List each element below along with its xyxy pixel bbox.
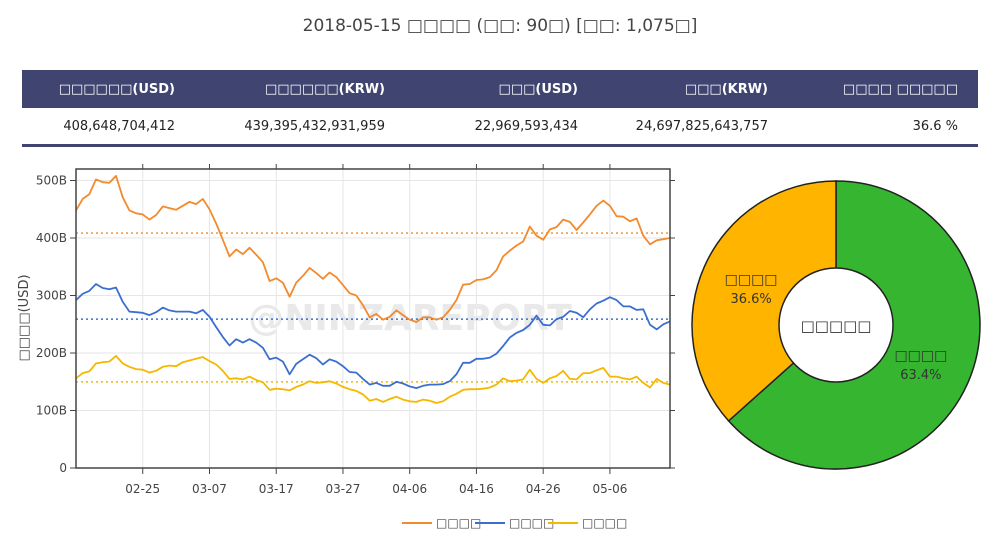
series-line <box>75 283 671 390</box>
summary-table: □□□□□□(USD) □□□□□□(KRW) □□□(USD) □□□(KRW… <box>22 70 978 147</box>
y-axis-title: □□□□(USD) <box>17 274 32 361</box>
y-tick-label: 500B <box>36 174 67 188</box>
x-tick-label: 05-06 <box>592 482 627 496</box>
summary-header-cell: □□□(USD) <box>405 70 598 108</box>
mean-lines <box>76 232 670 383</box>
donut-hole <box>778 267 894 383</box>
x-tick-label: 03-27 <box>326 482 361 496</box>
slice-percent: 36.6% <box>730 292 771 307</box>
slice-label: □□□□ <box>725 272 778 288</box>
summary-value-cell: 408,648,704,412 <box>22 108 195 147</box>
x-tick-label: 04-06 <box>392 482 427 496</box>
summary-value-cell: 36.6 % <box>788 108 978 147</box>
legend-label: □□□□ <box>436 516 481 530</box>
donut-labels: □□□□ 63.4% □□□□ 36.6% <box>725 272 948 383</box>
x-axis: 02-25 03-07 03-17 03-27 04-06 04-16 04-26 05-06 <box>125 164 627 496</box>
x-tick-label: 02-25 <box>125 482 160 496</box>
series-line <box>75 174 671 323</box>
plot-frame <box>75 168 671 469</box>
x-tick-label: 03-17 <box>259 482 294 496</box>
x-tick-label: 04-26 <box>526 482 561 496</box>
y-axis: 0 100B 200B 300B 400B 500B <box>36 174 675 475</box>
donut-slice <box>691 180 837 422</box>
y-tick-label: 400B <box>36 231 67 245</box>
y-tick-label: 0 <box>59 461 67 475</box>
summary-header-cell: □□□(KRW) <box>598 70 788 108</box>
summary-value-cell: 22,969,593,434 <box>405 108 598 147</box>
donut-chart: □□□□□ □□□□ 63.4% □□□□ 36.6% <box>691 180 981 470</box>
legend-label: □□□□ <box>509 516 554 530</box>
legend-label: □□□□ <box>582 516 627 530</box>
summary-header-cell: □□□□ □□□□□ <box>788 70 978 108</box>
series-lines <box>75 174 671 404</box>
x-tick-label: 03-07 <box>192 482 227 496</box>
slice-label: □□□□ <box>894 348 947 364</box>
summary-header-row: □□□□□□(USD) □□□□□□(KRW) □□□(USD) □□□(KRW… <box>22 70 978 108</box>
x-tick-label: 04-16 <box>459 482 494 496</box>
series-line <box>75 354 671 404</box>
y-tick-label: 100B <box>36 404 67 418</box>
summary-value-cell: 439,395,432,931,959 <box>195 108 405 147</box>
donut-center-label: □□□□□ <box>801 317 872 335</box>
summary-header-cell: □□□□□□(KRW) <box>195 70 405 108</box>
y-tick-label: 200B <box>36 346 67 360</box>
y-tick-label: 300B <box>36 289 67 303</box>
chart-title: 2018-05-15 □□□□ (□□: 90□) [□□: 1,075□] <box>302 16 698 36</box>
summary-value-cell: 24,697,825,643,757 <box>598 108 788 147</box>
summary-header-cell: □□□□□□(USD) <box>22 70 195 108</box>
legend: □□□□ □□□□ □□□□ <box>402 516 627 530</box>
slice-percent: 63.4% <box>900 368 941 383</box>
summary-value-row: 408,648,704,412 439,395,432,931,959 22,9… <box>22 108 978 147</box>
